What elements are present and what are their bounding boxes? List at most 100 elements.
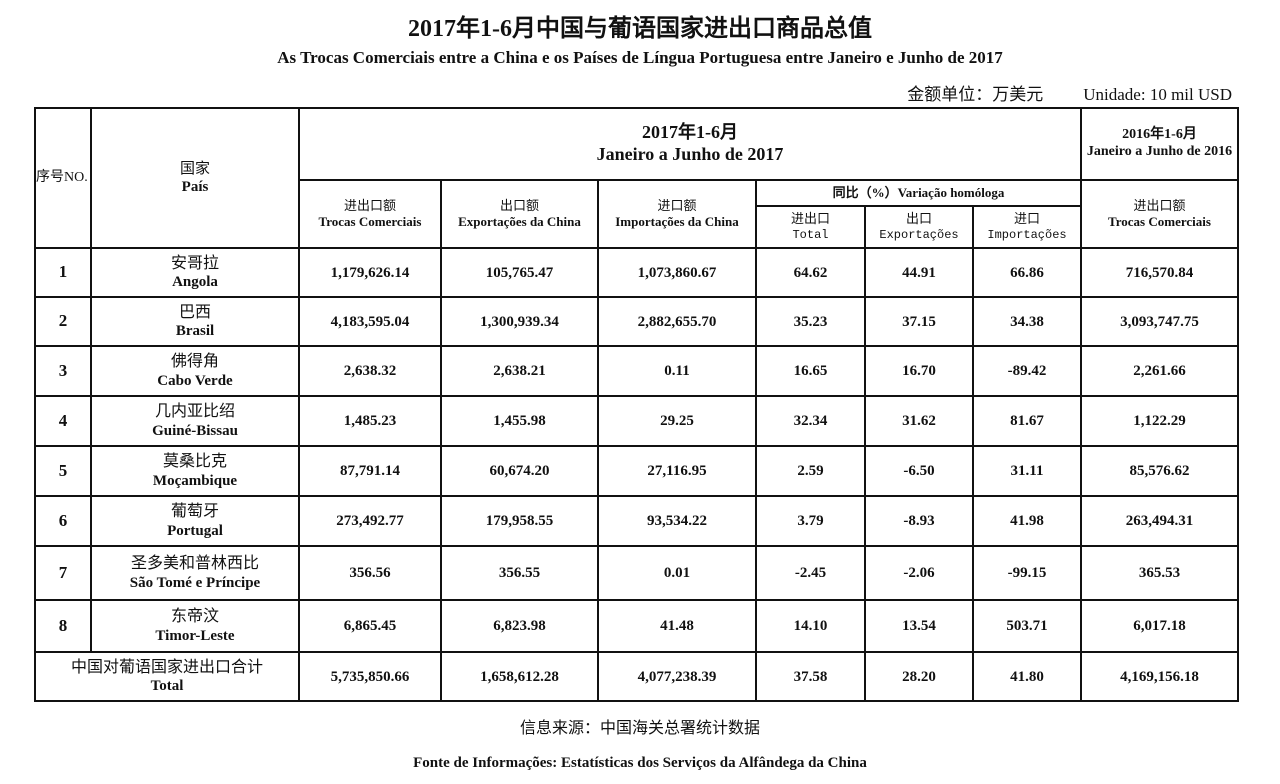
cell-no: 5 xyxy=(34,445,92,497)
title-cn: 2017年1-6月中国与葡语国家进出口商品总值 xyxy=(408,16,872,42)
cell-trade: 273,492.77 xyxy=(298,495,442,547)
cell-yoy-imports: 41.98 xyxy=(972,495,1082,547)
cell-exports: 1,455.98 xyxy=(440,395,599,447)
unit-pt: Unidade: 10 mil USD xyxy=(1083,85,1232,104)
cell-trade-2016: 365.53 xyxy=(1080,545,1239,601)
cell-country: 安哥拉 Angola xyxy=(90,247,300,298)
cell-yoy-imports: 66.86 xyxy=(972,247,1082,298)
cell-yoy-total: 2.59 xyxy=(755,445,866,497)
cell-exports: 6,823.98 xyxy=(440,599,599,653)
cell-yoy-exports: 44.91 xyxy=(864,247,974,298)
cell-yoy-exports: 31.62 xyxy=(864,395,974,447)
cell-yoy-total: 16.65 xyxy=(755,345,866,397)
cell-yoy-exports: -8.93 xyxy=(864,495,974,547)
cell-no: 4 xyxy=(34,395,92,447)
cell-imports: 93,534.22 xyxy=(597,495,757,547)
cell-country: 佛得角 Cabo Verde xyxy=(90,345,300,397)
cell-trade: 2,638.32 xyxy=(298,345,442,397)
cell-yoy-total: 32.34 xyxy=(755,395,866,447)
cell-trade-2016: 716,570.84 xyxy=(1080,247,1239,298)
cell-imports: 4,077,238.39 xyxy=(597,651,757,702)
cell-exports: 1,300,939.34 xyxy=(440,296,599,347)
cell-yoy-exports: -2.06 xyxy=(864,545,974,601)
cell-trade: 5,735,850.66 xyxy=(298,651,442,702)
cell-no: 7 xyxy=(34,545,92,601)
cell-yoy-imports: -89.42 xyxy=(972,345,1082,397)
header-trade-2016: 进出口额 Trocas Comerciais xyxy=(1080,179,1239,249)
table-row: 6 葡萄牙 Portugal 273,492.77 179,958.55 93,5… xyxy=(34,495,1239,547)
cell-yoy-total: -2.45 xyxy=(755,545,866,601)
total-label: 中国对葡语国家进出口合计 Total xyxy=(34,651,300,702)
cell-yoy-total: 14.10 xyxy=(755,599,866,653)
title-pt: As Trocas Comerciais entre a China e os … xyxy=(277,48,1003,67)
header-yoy: 同比（%）Variação homóloga xyxy=(755,179,1082,207)
cell-yoy-imports: 31.11 xyxy=(972,445,1082,497)
cell-no: 1 xyxy=(34,247,92,298)
cell-yoy-imports: 81.67 xyxy=(972,395,1082,447)
header-yoy-total: 进出口 Total xyxy=(755,205,866,249)
cell-yoy-imports: 503.71 xyxy=(972,599,1082,653)
unit-label: 金额单位：万美元 Unidade: 10 mil USD xyxy=(867,80,1232,105)
table-row: 4 几内亚比绍 Guiné-Bissau 1,485.23 1,455.98 29… xyxy=(34,395,1239,447)
cell-exports: 60,674.20 xyxy=(440,445,599,497)
cell-trade-2016: 85,576.62 xyxy=(1080,445,1239,497)
cell-no: 8 xyxy=(34,599,92,653)
cell-trade: 1,485.23 xyxy=(298,395,442,447)
cell-yoy-exports: 13.54 xyxy=(864,599,974,653)
cell-exports: 1,658,612.28 xyxy=(440,651,599,702)
cell-country: 巴西 Brasil xyxy=(90,296,300,347)
cell-exports: 105,765.47 xyxy=(440,247,599,298)
cell-trade: 1,179,626.14 xyxy=(298,247,442,298)
cell-trade-2016: 263,494.31 xyxy=(1080,495,1239,547)
header-imports: 进口额 Importações da China xyxy=(597,179,757,249)
cell-yoy-total: 64.62 xyxy=(755,247,866,298)
cell-trade-2016: 1,122.29 xyxy=(1080,395,1239,447)
cell-yoy-total: 3.79 xyxy=(755,495,866,547)
cell-imports: 0.01 xyxy=(597,545,757,601)
cell-imports: 0.11 xyxy=(597,345,757,397)
unit-cn: 金额单位：万美元 xyxy=(907,85,1044,104)
cell-imports: 27,116.95 xyxy=(597,445,757,497)
cell-trade: 87,791.14 xyxy=(298,445,442,497)
cell-no: 6 xyxy=(34,495,92,547)
cell-trade-2016: 2,261.66 xyxy=(1080,345,1239,397)
table-row: 2 巴西 Brasil 4,183,595.04 1,300,939.34 2,8… xyxy=(34,296,1239,347)
cell-country: 葡萄牙 Portugal xyxy=(90,495,300,547)
table-row: 3 佛得角 Cabo Verde 2,638.32 2,638.21 0.11 1… xyxy=(34,345,1239,397)
table-row: 5 莫桑比克 Moçambique 87,791.14 60,674.20 27,… xyxy=(34,445,1239,497)
cell-no: 3 xyxy=(34,345,92,397)
header-2017: 2017年1-6月 Janeiro a Junho de 2017 xyxy=(298,107,1082,181)
cell-yoy-exports: 37.15 xyxy=(864,296,974,347)
cell-imports: 2,882,655.70 xyxy=(597,296,757,347)
cell-yoy-total: 35.23 xyxy=(755,296,866,347)
cell-imports: 1,073,860.67 xyxy=(597,247,757,298)
cell-country: 莫桑比克 Moçambique xyxy=(90,445,300,497)
cell-trade-2016: 6,017.18 xyxy=(1080,599,1239,653)
cell-yoy-total: 37.58 xyxy=(755,651,866,702)
cell-country: 几内亚比绍 Guiné-Bissau xyxy=(90,395,300,447)
cell-trade: 6,865.45 xyxy=(298,599,442,653)
total-row: 中国对葡语国家进出口合计 Total 5,735,850.66 1,658,612… xyxy=(34,651,1239,702)
header-no: 序号NO. xyxy=(34,107,92,249)
source-cn: 信息来源：中国海关总署统计数据 xyxy=(519,720,760,737)
cell-yoy-imports: -99.15 xyxy=(972,545,1082,601)
header-trade: 进出口额 Trocas Comerciais xyxy=(298,179,442,249)
cell-trade-2016: 3,093,747.75 xyxy=(1080,296,1239,347)
cell-imports: 41.48 xyxy=(597,599,757,653)
table-row: 1 安哥拉 Angola 1,179,626.14 105,765.47 1,07… xyxy=(34,247,1239,298)
table-row: 7 圣多美和普林西比 São Tomé e Príncipe 356.56 356… xyxy=(34,545,1239,601)
cell-trade: 356.56 xyxy=(298,545,442,601)
cell-country: 圣多美和普林西比 São Tomé e Príncipe xyxy=(90,545,300,601)
cell-trade: 4,183,595.04 xyxy=(298,296,442,347)
source-pt: Fonte de Informações: Estatísticas dos S… xyxy=(413,755,867,771)
cell-exports: 356.55 xyxy=(440,545,599,601)
cell-country: 东帝汶 Timor-Leste xyxy=(90,599,300,653)
header-yoy-exports: 出口 Exportações xyxy=(864,205,974,249)
table-row: 8 东帝汶 Timor-Leste 6,865.45 6,823.98 41.48… xyxy=(34,599,1239,653)
cell-yoy-exports: 16.70 xyxy=(864,345,974,397)
cell-yoy-exports: -6.50 xyxy=(864,445,974,497)
header-yoy-imports: 进口 Importações xyxy=(972,205,1082,249)
header-2016: 2016年1-6月 Janeiro a Junho de 2016 xyxy=(1080,107,1239,181)
cell-yoy-exports: 28.20 xyxy=(864,651,974,702)
header-exports: 出口额 Exportações da China xyxy=(440,179,599,249)
